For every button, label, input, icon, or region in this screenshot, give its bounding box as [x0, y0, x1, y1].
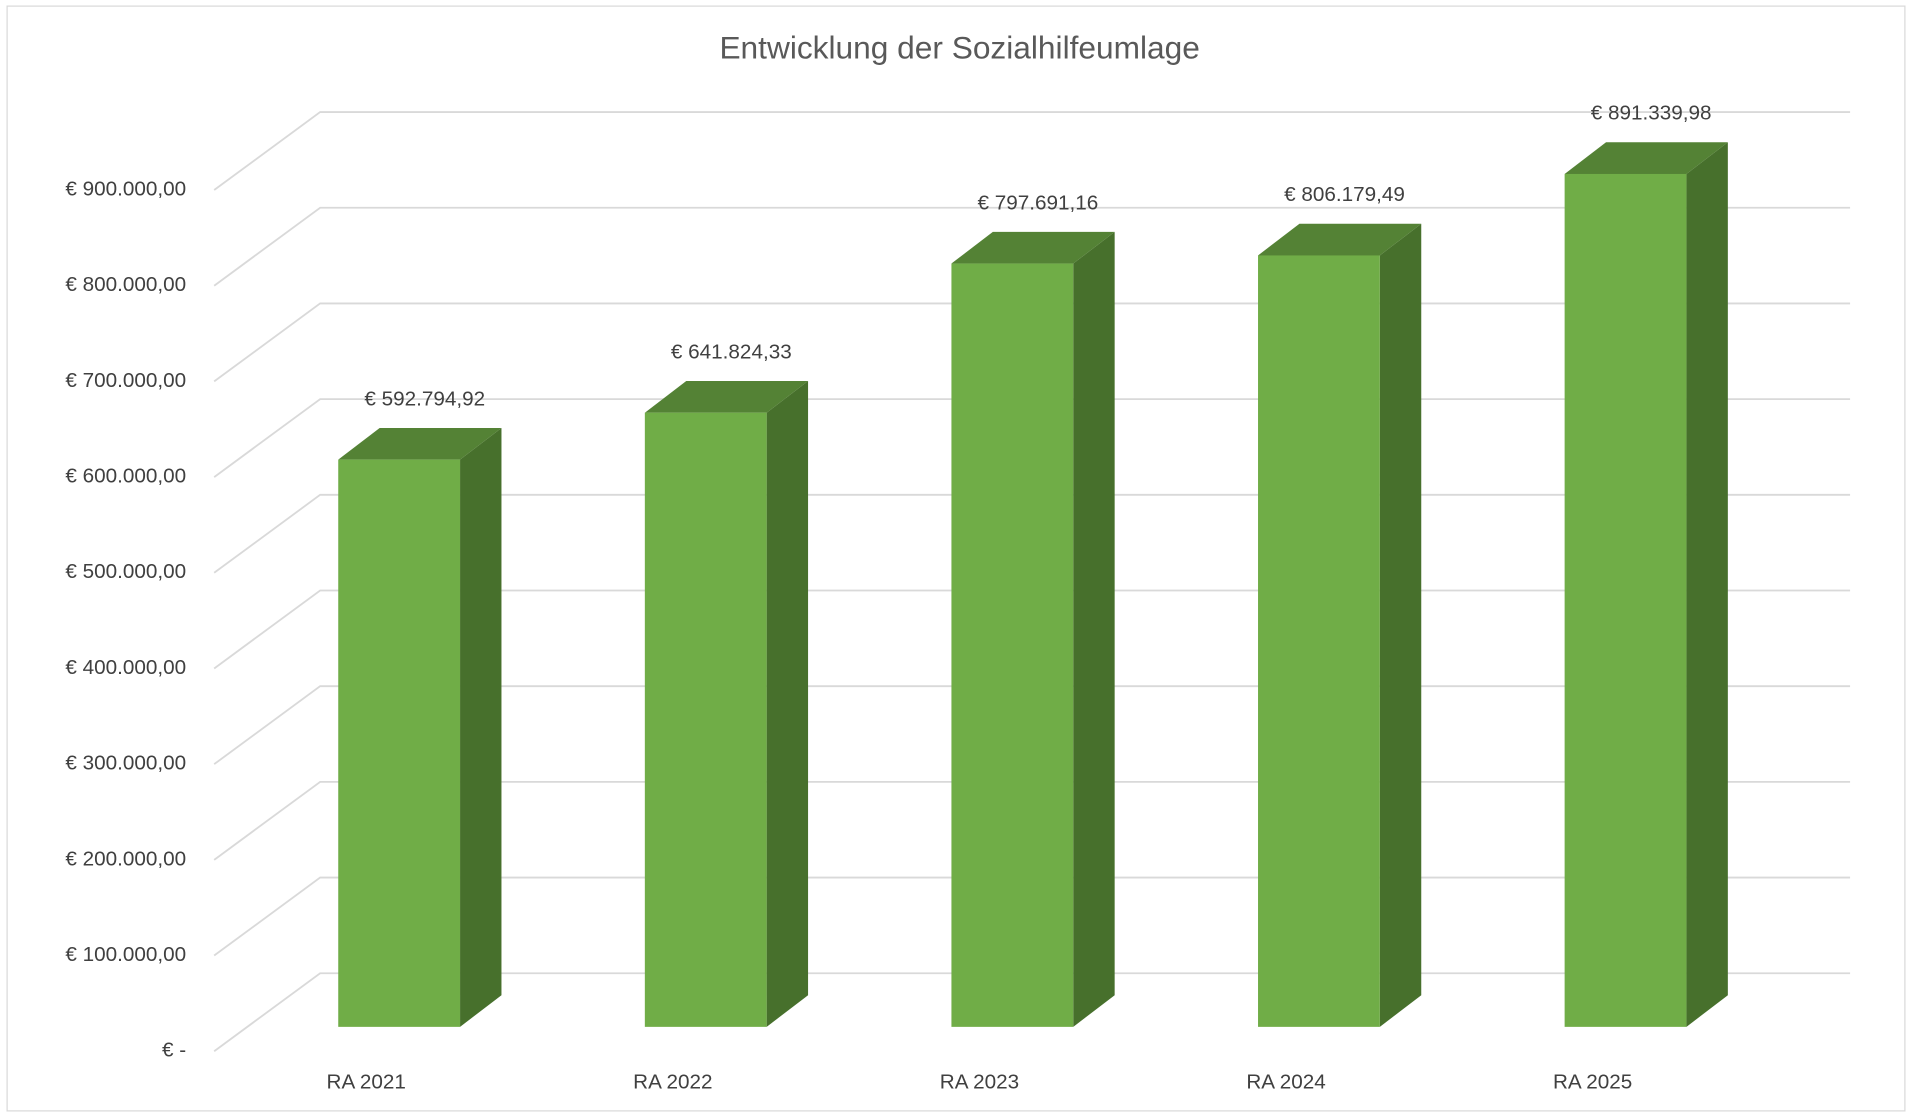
grid-line [213, 206, 1851, 287]
bar-side [766, 381, 809, 1027]
y-tick-label: € 400.000,00 [65, 656, 186, 679]
grid-line [213, 111, 1851, 191]
data-label: € 797.691,16 [978, 191, 1099, 214]
y-tick-label: € - [162, 1039, 186, 1062]
bar-top [338, 427, 502, 460]
x-tick-label: RA 2024 [1246, 1070, 1325, 1093]
bar-side [1379, 223, 1422, 1027]
bar-top [644, 381, 809, 413]
bar [338, 459, 461, 1027]
x-tick-label: RA 2022 [633, 1070, 712, 1093]
y-tick-label: € 900.000,00 [65, 177, 186, 200]
bar-top [1564, 142, 1728, 174]
data-label: € 592.794,92 [364, 387, 485, 410]
bar-top [1258, 223, 1422, 256]
x-tick-label: RA 2025 [1553, 1070, 1632, 1093]
bar-side [1073, 231, 1115, 1027]
data-label: € 806.179,49 [1284, 183, 1405, 206]
y-tick-label: € 500.000,00 [65, 560, 186, 583]
bar [644, 412, 767, 1027]
y-tick-label: € 100.000,00 [65, 943, 186, 966]
bar-side [1686, 142, 1728, 1027]
x-tick-label: RA 2023 [940, 1070, 1019, 1093]
data-label: € 891.339,98 [1591, 102, 1712, 125]
x-tick-label: RA 2021 [327, 1070, 406, 1093]
chart-title: Entwicklung der Sozialhilfeumlage [719, 29, 1199, 65]
bar [1258, 255, 1380, 1027]
y-tick-label: € 300.000,00 [65, 752, 186, 775]
bar [1564, 173, 1687, 1027]
y-tick-label: € 200.000,00 [65, 847, 186, 870]
bar-top [951, 231, 1115, 264]
bar [951, 263, 1074, 1027]
data-label: € 641.824,33 [671, 340, 792, 363]
y-tick-label: € 600.000,00 [65, 465, 186, 488]
bar-side [460, 427, 502, 1027]
y-tick-label: € 700.000,00 [65, 369, 186, 392]
y-tick-label: € 800.000,00 [65, 273, 186, 296]
